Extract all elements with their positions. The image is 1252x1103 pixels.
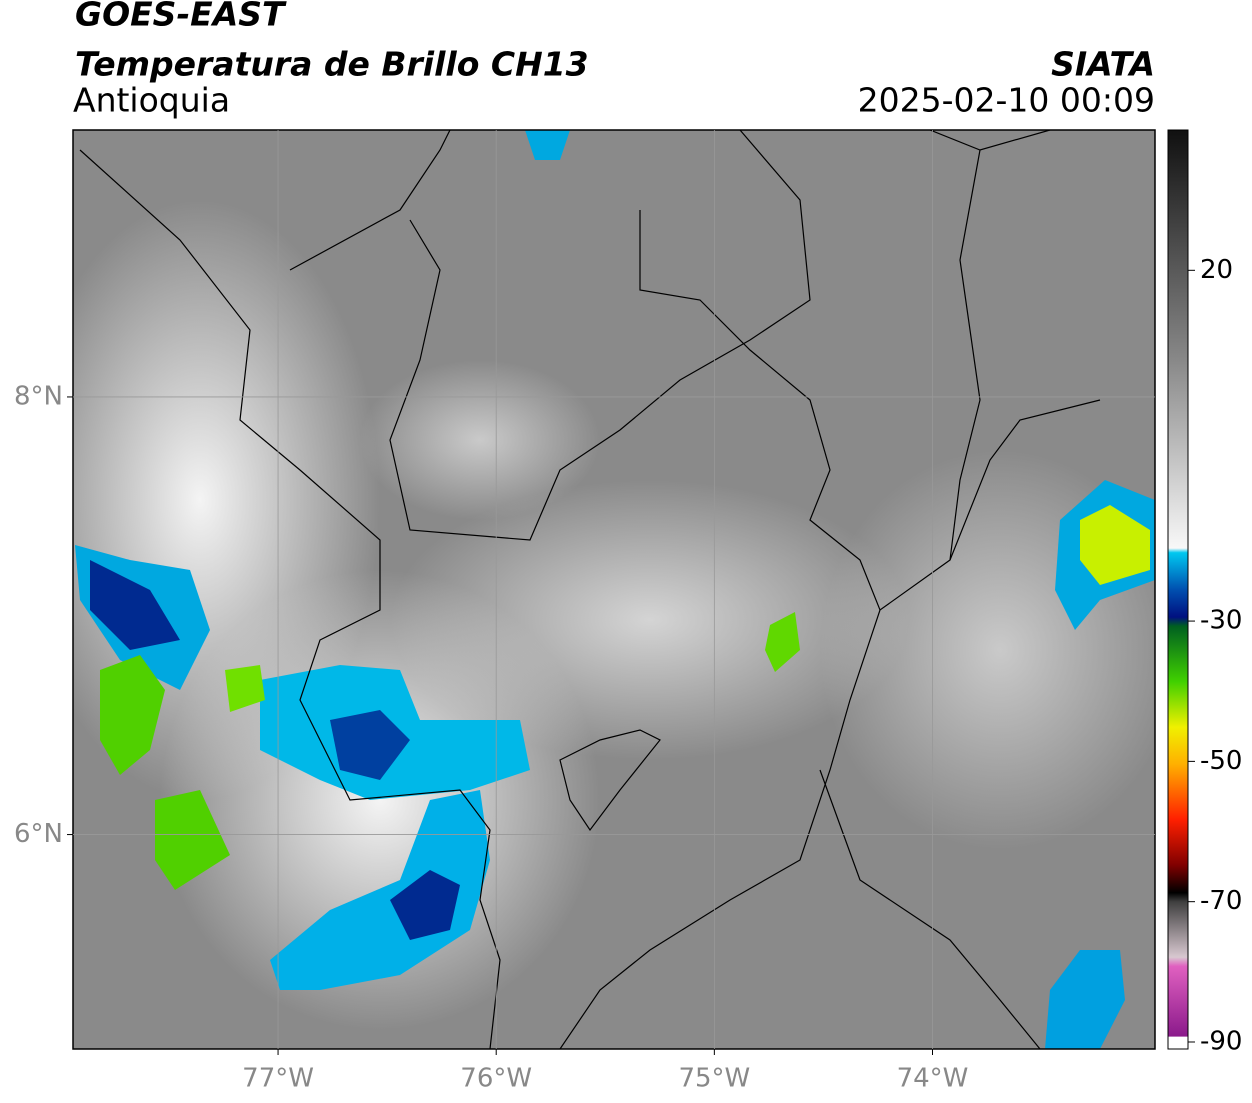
- storm-cell: [1080, 505, 1150, 585]
- colorbar-tick-label: -90: [1200, 1026, 1242, 1056]
- storm-cell: [90, 560, 180, 650]
- storm-cell: [525, 130, 570, 160]
- storm-cell: [270, 790, 490, 990]
- map-frame: [72, 129, 1156, 1050]
- y-tick-label: 8°N: [14, 381, 63, 411]
- borders: [79, 130, 1101, 1049]
- map: [72, 129, 1156, 1050]
- x-tick-label: 75°W: [678, 1064, 750, 1094]
- y-tick-label: 6°N: [14, 819, 63, 849]
- storm-cell: [765, 612, 800, 672]
- colorbar-tick-label: 20: [1200, 255, 1233, 285]
- colorbar-tick-label: -50: [1200, 746, 1242, 776]
- storm-cell: [155, 790, 230, 890]
- x-tick-label: 77°W: [242, 1064, 314, 1094]
- datetime: 2025-02-10 00:09: [858, 81, 1155, 120]
- x-tick-label: 76°W: [460, 1064, 532, 1094]
- title: GOES-EAST: [75, 0, 287, 34]
- storm-cell: [390, 870, 460, 940]
- colorbar: [1167, 129, 1189, 1050]
- storm-cell: [1045, 950, 1125, 1049]
- region: Antioquia: [73, 81, 230, 120]
- x-tick-label: 74°W: [897, 1064, 969, 1094]
- colorbar-tick-label: -70: [1200, 886, 1242, 916]
- storm-cell: [100, 655, 165, 775]
- cloud: [360, 360, 600, 520]
- source: SIATA: [1051, 45, 1155, 84]
- colorbar-tick-label: -30: [1200, 606, 1242, 636]
- subtitle: Temperatura de Brillo CH13: [75, 45, 589, 84]
- cloud: [390, 480, 910, 760]
- storm-cell: [225, 665, 265, 712]
- storm-cell: [330, 710, 410, 780]
